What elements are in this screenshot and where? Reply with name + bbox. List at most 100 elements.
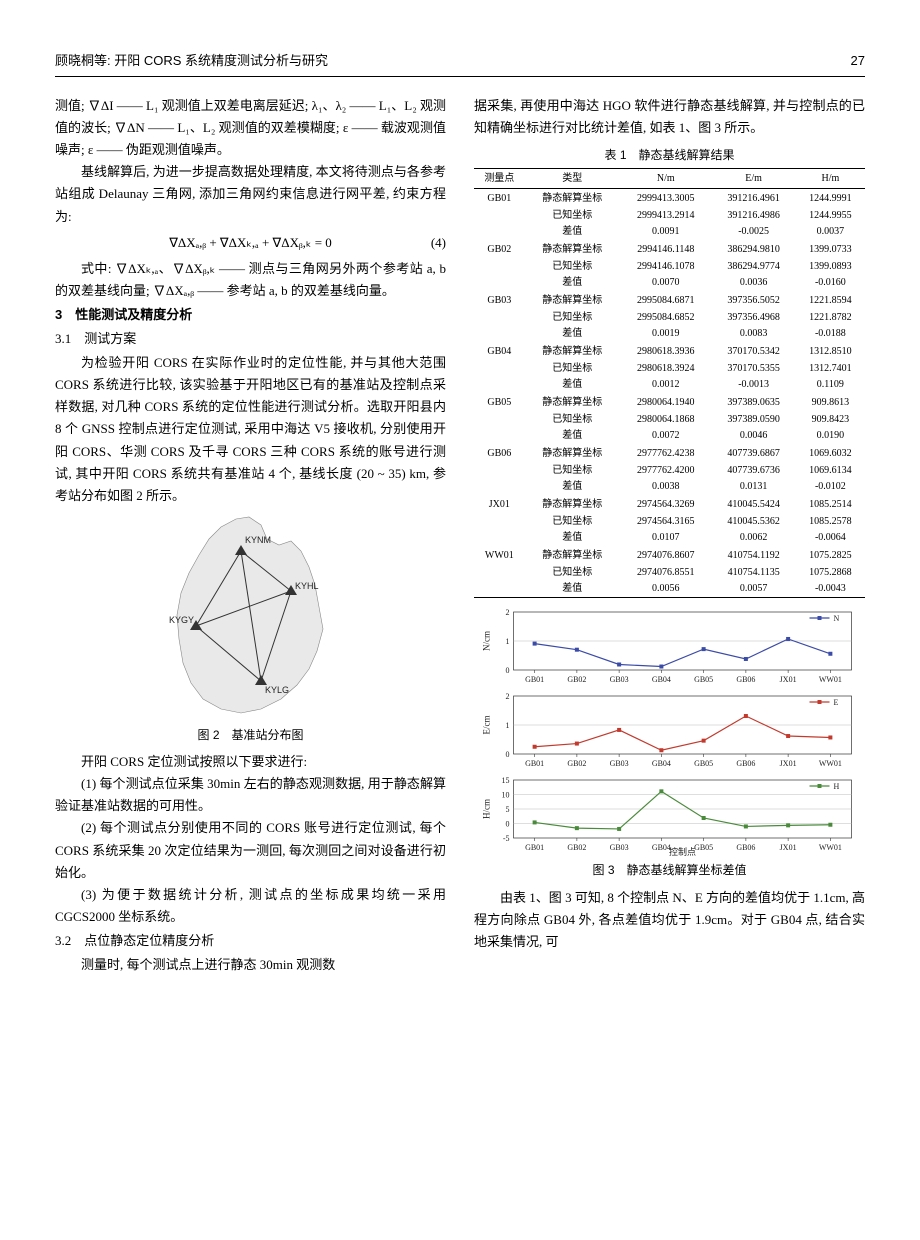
figure-3-caption: 图 3 静态基线解算坐标差值 <box>474 860 865 880</box>
svg-text:H: H <box>834 782 840 791</box>
svg-text:E/cm: E/cm <box>482 716 492 735</box>
table-col-header: H/m <box>796 168 865 189</box>
table-col-header: 类型 <box>525 168 620 189</box>
para-frag: 测值; ∇ΔI —— L₁ 观测值上双差电离层延迟; λ₁、λ₂ —— L₁、L… <box>55 95 446 161</box>
svg-text:GB05: GB05 <box>694 843 713 852</box>
para: 开阳 CORS 定位测试按照以下要求进行: <box>55 751 446 773</box>
table-row: 已知坐标2974564.3165410045.53621085.2578 <box>474 513 865 530</box>
svg-text:GB06: GB06 <box>736 843 755 852</box>
table-row: GB06静态解算坐标2977762.4238407739.68671069.60… <box>474 444 865 462</box>
svg-text:GB01: GB01 <box>525 843 544 852</box>
table-row: 已知坐标2999413.2914391216.49861244.9955 <box>474 207 865 224</box>
para: 由表 1、图 3 可知, 8 个控制点 N、E 方向的差值均优于 1.1cm, … <box>474 887 865 953</box>
svg-text:0: 0 <box>506 666 510 675</box>
svg-text:WW01: WW01 <box>819 843 842 852</box>
para: 基线解算后, 为进一步提高数据处理精度, 本文将待测点与各参考站组成 Delau… <box>55 161 446 227</box>
table-row: 已知坐标2980618.3924370170.53551312.7401 <box>474 360 865 377</box>
table-row: GB02静态解算坐标2994146.1148386294.98101399.07… <box>474 240 865 258</box>
svg-text:WW01: WW01 <box>819 759 842 768</box>
svg-text:H/cm: H/cm <box>482 799 492 819</box>
chart-e: 0 1 2 GB01 GB02 GB03 GB04 GB05 GB06 JX01 WW01 E/cm E <box>474 690 865 772</box>
table-row: 差值0.0012-0.00130.1109 <box>474 377 865 394</box>
chart-n: 0 1 2 GB01 GB02 GB03 GB04 GB05 GB06 JX01 WW01 N/cm N <box>474 606 865 688</box>
map-label: KYLG <box>265 685 289 695</box>
table-1: 测量点类型N/mE/mH/m GB01静态解算坐标2999413.3005391… <box>474 168 865 599</box>
subsection-heading: 3.2 点位静态定位精度分析 <box>55 930 446 952</box>
equation-4: ∇ΔXₐ,ᵦ + ∇ΔXₖ,ₐ + ∇ΔXᵦ,ₖ = 0 (4) <box>55 232 446 254</box>
svg-text:10: 10 <box>502 791 510 800</box>
svg-text:E: E <box>834 698 839 707</box>
table-row: 差值0.0091-0.00250.0037 <box>474 224 865 241</box>
map-label: KYHL <box>295 581 319 591</box>
table-col-header: E/m <box>712 168 796 189</box>
svg-text:GB02: GB02 <box>567 843 586 852</box>
table-col-header: N/m <box>620 168 712 189</box>
left-column: 测值; ∇ΔI —— L₁ 观测值上双差电离层延迟; λ₁、λ₂ —— L₁、L… <box>55 95 446 976</box>
svg-text:JX01: JX01 <box>780 675 797 684</box>
svg-text:GB02: GB02 <box>567 759 586 768</box>
svg-text:1: 1 <box>506 721 510 730</box>
svg-text:GB06: GB06 <box>736 759 755 768</box>
table-row: 差值0.00190.0083-0.0188 <box>474 326 865 343</box>
svg-text:GB01: GB01 <box>525 675 544 684</box>
svg-text:GB04: GB04 <box>652 675 671 684</box>
table-row: GB04静态解算坐标2980618.3936370170.53421312.85… <box>474 342 865 360</box>
svg-text:GB05: GB05 <box>694 759 713 768</box>
svg-text:0: 0 <box>506 820 510 829</box>
svg-text:2: 2 <box>506 608 510 617</box>
subsection-heading: 3.1 测试方案 <box>55 328 446 350</box>
svg-text:GB01: GB01 <box>525 759 544 768</box>
svg-text:JX01: JX01 <box>780 759 797 768</box>
para: 测量时, 每个测试点上进行静态 30min 观测数 <box>55 954 446 976</box>
table-row: 差值0.00720.00460.0190 <box>474 428 865 445</box>
svg-text:15: 15 <box>502 776 510 785</box>
page-header: 顾晓桐等: 开阳 CORS 系统精度测试分析与研究 27 <box>55 50 865 77</box>
section-heading: 3 性能测试及精度分析 <box>55 304 446 326</box>
svg-text:0: 0 <box>506 750 510 759</box>
table-row: WW01静态解算坐标2974076.8607410754.11921075.28… <box>474 546 865 564</box>
table-1-caption: 表 1 静态基线解算结果 <box>474 145 865 165</box>
para: 据采集, 再使用中海达 HGO 软件进行静态基线解算, 并与控制点的已知精确坐标… <box>474 95 865 139</box>
figure-3-charts: 0 1 2 GB01 GB02 GB03 GB04 GB05 GB06 JX01 WW01 N/cm N… <box>474 606 865 856</box>
svg-text:GB06: GB06 <box>736 675 755 684</box>
header-page: 27 <box>851 50 865 72</box>
table-row: GB05静态解算坐标2980064.1940397389.0635909.861… <box>474 393 865 411</box>
table-row: 差值0.00560.0057-0.0043 <box>474 581 865 598</box>
svg-text:-5: -5 <box>503 834 510 843</box>
right-column: 据采集, 再使用中海达 HGO 软件进行静态基线解算, 并与控制点的已知精确坐标… <box>474 95 865 976</box>
table-row: JX01静态解算坐标2974564.3269410045.54241085.25… <box>474 495 865 513</box>
svg-text:GB03: GB03 <box>610 843 629 852</box>
svg-text:N: N <box>834 614 840 623</box>
svg-text:5: 5 <box>506 805 510 814</box>
table-row: 已知坐标2994146.1078386294.97741399.0893 <box>474 258 865 275</box>
para: (2) 每个测试点分别使用不同的 CORS 账号进行定位测试, 每个 CORS … <box>55 817 446 883</box>
svg-text:GB05: GB05 <box>694 675 713 684</box>
svg-text:JX01: JX01 <box>780 843 797 852</box>
para: 式中: ∇ΔXₖ,ₐ、∇ΔXᵦ,ₖ —— 测点与三角网另外两个参考站 a, b … <box>55 258 446 302</box>
table-col-header: 测量点 <box>474 168 525 189</box>
map-label: KYGY <box>169 615 194 625</box>
svg-text:GB03: GB03 <box>610 759 629 768</box>
table-row: 已知坐标2977762.4200407739.67361069.6134 <box>474 462 865 479</box>
svg-text:WW01: WW01 <box>819 675 842 684</box>
chart-h: -5051015GB01GB02GB03GB04GB05GB06JX01WW01… <box>474 774 865 856</box>
table-row: 已知坐标2995084.6852397356.49681221.8782 <box>474 309 865 326</box>
svg-text:GB03: GB03 <box>610 675 629 684</box>
para: 为检验开阳 CORS 在实际作业时的定位性能, 并与其他大范围 CORS 系统进… <box>55 352 446 507</box>
para: (3) 为便于数据统计分析, 测试点的坐标成果均统一采用 CGCS2000 坐标… <box>55 884 446 928</box>
svg-text:控制点: 控制点 <box>669 846 696 856</box>
svg-text:GB04: GB04 <box>652 759 671 768</box>
table-row: GB03静态解算坐标2995084.6871397356.50521221.85… <box>474 291 865 309</box>
table-row: 已知坐标2974076.8551410754.11351075.2868 <box>474 564 865 581</box>
table-row: GB01静态解算坐标2999413.3005391216.49611244.99… <box>474 189 865 208</box>
svg-text:2: 2 <box>506 692 510 701</box>
header-left: 顾晓桐等: 开阳 CORS 系统精度测试分析与研究 <box>55 50 328 72</box>
map-label: KYNM <box>245 535 271 545</box>
table-row: 差值0.00700.0036-0.0160 <box>474 275 865 292</box>
para: (1) 每个测试点位采集 30min 左右的静态观测数据, 用于静态解算验证基准… <box>55 773 446 817</box>
svg-text:GB02: GB02 <box>567 675 586 684</box>
figure-2-map: KYNM KYHL KYGY KYLG <box>141 511 361 721</box>
svg-text:1: 1 <box>506 637 510 646</box>
table-row: 已知坐标2980064.1868397389.0590909.8423 <box>474 411 865 428</box>
svg-text:N/cm: N/cm <box>482 631 492 651</box>
